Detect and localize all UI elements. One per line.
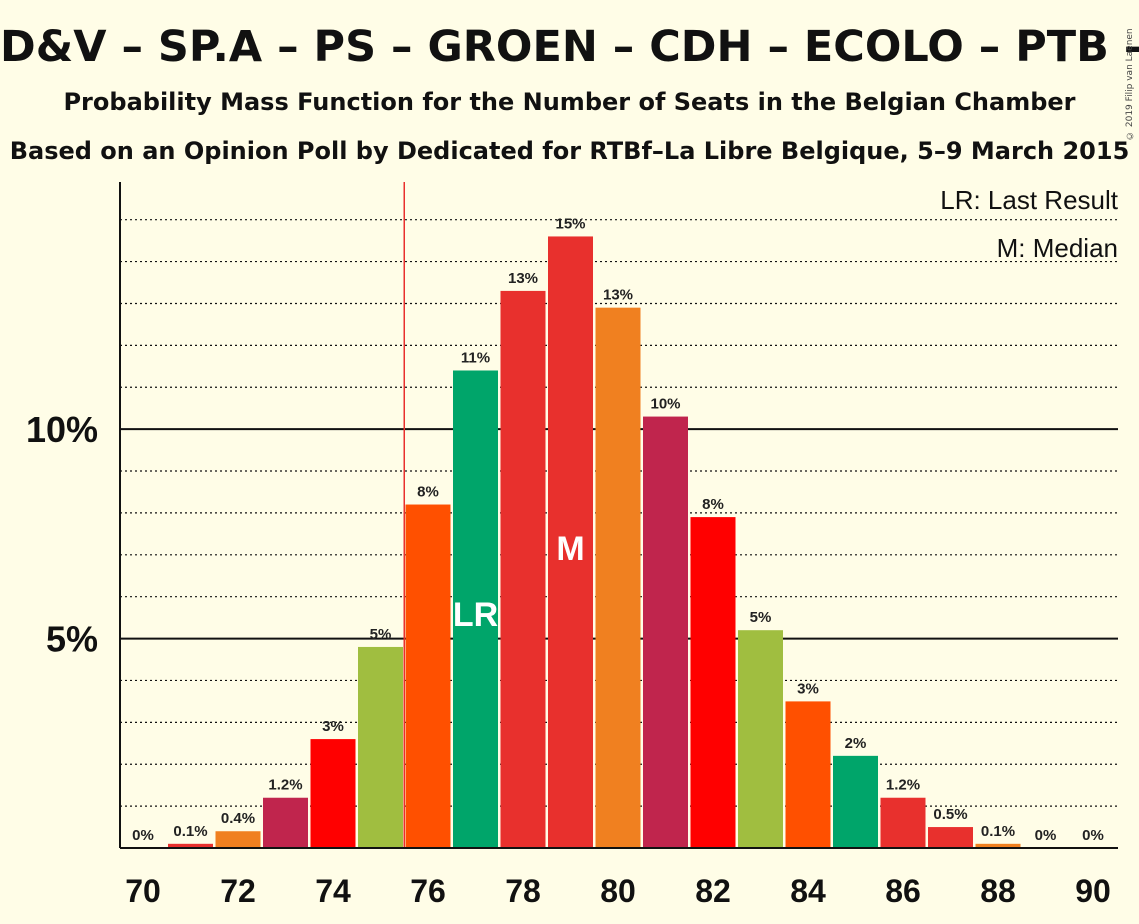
grid-lines: [120, 219, 1118, 807]
value-label-82: 8%: [702, 496, 724, 513]
bar-80: [595, 307, 641, 848]
bar-84: [785, 701, 831, 848]
chart-title: D&V – SP.A – PS – GROEN – CDH – ECOLO – …: [0, 22, 1139, 72]
value-label-84: 3%: [797, 680, 819, 697]
value-label-88: 0.1%: [981, 823, 1015, 840]
axes: 5% 10% 70 72 74 76 78 80 82 84 86 88 90: [26, 182, 1118, 909]
bar-86: [880, 797, 926, 848]
value-label-70: 0%: [132, 827, 154, 844]
value-label-75: 5%: [370, 626, 392, 643]
value-label-78: 13%: [508, 270, 538, 287]
x-tick-label: 70: [125, 873, 161, 909]
value-label-81: 10%: [650, 396, 680, 413]
bar-73: [263, 797, 308, 848]
value-label-72: 0.4%: [221, 810, 255, 827]
legend-median: M: Median: [997, 233, 1118, 263]
value-label-73: 1.2%: [268, 777, 302, 794]
x-tick-label: 76: [410, 873, 446, 909]
y-tick-label: 10%: [26, 409, 98, 450]
value-label-76: 8%: [417, 484, 439, 501]
value-labels: 0% 0.1% 0.4% 1.2% 3% 5% 8% 11% 13% 15% 13% 10% 8% 5% 3…: [132, 215, 1104, 844]
last-result-marker: LR: [453, 596, 498, 634]
x-tick-label: 90: [1075, 873, 1111, 909]
bar-79: [548, 236, 593, 849]
bar-78: [500, 290, 546, 849]
value-label-74: 3%: [322, 718, 344, 735]
bar-72: [215, 831, 261, 848]
x-tick-label: 72: [220, 873, 256, 909]
value-label-85: 2%: [845, 735, 867, 752]
bar-81: [643, 416, 688, 848]
x-tick-label: 80: [600, 873, 636, 909]
bar-74: [310, 739, 356, 848]
x-tick-label: 88: [980, 873, 1016, 909]
x-tick-label: 82: [695, 873, 731, 909]
x-tick-label: 74: [315, 873, 351, 909]
value-label-79: 15%: [555, 215, 585, 232]
bar-85: [833, 755, 878, 848]
median-marker: M: [556, 530, 584, 568]
chart-subtitle-2: Based on an Opinion Poll by Dedicated fo…: [9, 137, 1130, 165]
value-label-77: 11%: [461, 349, 490, 366]
value-label-86: 1.2%: [886, 777, 920, 794]
x-tick-label: 84: [790, 873, 826, 909]
value-label-71: 0.1%: [173, 823, 207, 840]
chart-subtitle-1: Probability Mass Function for the Number…: [63, 88, 1076, 116]
x-tick-label: 78: [505, 873, 541, 909]
bar-82: [690, 517, 736, 848]
bar-88: [975, 843, 1021, 848]
y-tick-label: 5%: [46, 619, 98, 660]
bar-77: [453, 370, 498, 848]
bar-76: [405, 504, 451, 848]
bar-71: [168, 843, 213, 848]
value-label-80: 13%: [603, 287, 633, 304]
legend-last-result: LR: Last Result: [940, 185, 1119, 215]
bar-87: [928, 827, 973, 848]
bar-75: [358, 646, 403, 848]
value-label-89: 0%: [1035, 827, 1057, 844]
bars: [168, 236, 1021, 849]
bar-83: [738, 630, 783, 848]
value-label-83: 5%: [750, 609, 772, 626]
value-label-90: 0%: [1082, 827, 1104, 844]
x-tick-label: 86: [885, 873, 921, 909]
value-label-87: 0.5%: [933, 806, 967, 823]
